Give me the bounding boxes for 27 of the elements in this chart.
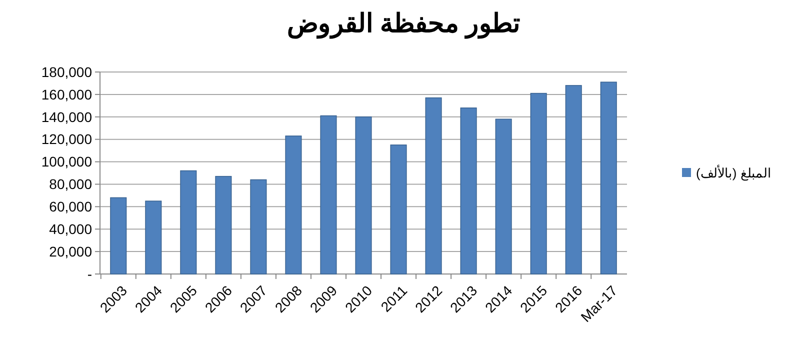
- bar: [110, 197, 127, 274]
- bar: [390, 144, 407, 274]
- bar: [250, 179, 267, 274]
- y-tick-label: 20,000: [49, 243, 92, 260]
- bar: [425, 97, 442, 274]
- bar: [460, 108, 477, 274]
- bar: [600, 82, 617, 274]
- bar: [530, 92, 547, 274]
- y-tick-label: 180,000: [41, 64, 92, 80]
- y-tick-label: 140,000: [41, 108, 92, 125]
- y-tick-label: 100,000: [41, 154, 92, 170]
- chart-title: تطور محفظة القروض: [286, 8, 520, 39]
- bar: [285, 136, 302, 274]
- bar: [355, 116, 372, 274]
- y-tick-label: 80,000: [49, 176, 92, 192]
- y-tick-label: 160,000: [41, 86, 92, 102]
- bar: [320, 115, 337, 274]
- bar: [495, 118, 512, 274]
- y-tick-label: 40,000: [49, 221, 92, 238]
- bar: [180, 170, 197, 274]
- bar: [145, 200, 162, 274]
- bar: [565, 85, 582, 274]
- bar: [215, 176, 232, 274]
- legend-label: المبلغ (بالألف): [696, 164, 772, 182]
- y-tick-label: 120,000: [41, 131, 92, 148]
- y-tick-label: 60,000: [49, 198, 92, 215]
- y-tick-label: -: [87, 266, 92, 282]
